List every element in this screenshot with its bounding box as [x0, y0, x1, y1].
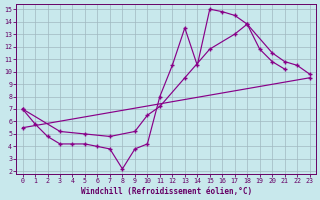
X-axis label: Windchill (Refroidissement éolien,°C): Windchill (Refroidissement éolien,°C)	[81, 187, 252, 196]
